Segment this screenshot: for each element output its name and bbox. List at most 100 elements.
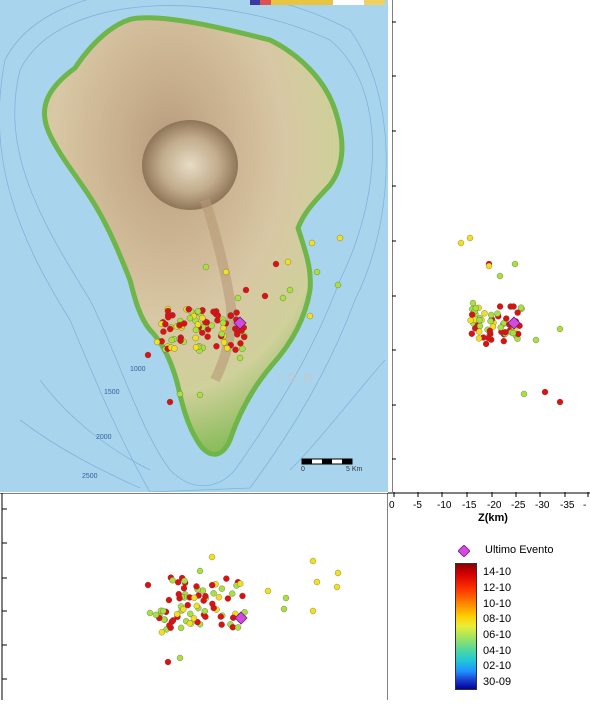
epicenter-dot xyxy=(208,322,215,329)
epicenter-dot xyxy=(336,234,344,242)
epicenter-dot xyxy=(541,388,549,396)
depth-profile-right xyxy=(391,0,590,492)
epicenter-dot xyxy=(224,595,232,602)
epicenter-dot xyxy=(467,317,474,324)
epicenter-dot xyxy=(190,615,197,622)
epicenter-dot xyxy=(166,398,174,406)
epicenter-dot xyxy=(261,292,269,300)
epicenter-dot xyxy=(202,613,209,620)
epicenter-dot xyxy=(515,330,522,338)
epicenter-dot xyxy=(237,340,244,347)
epicenter-dot xyxy=(160,607,167,615)
epicenter-dot xyxy=(556,398,564,406)
epicenter-dot xyxy=(220,339,228,346)
epicenter-dot xyxy=(169,577,176,584)
epicenter-dot xyxy=(169,617,177,624)
epicenter-dot xyxy=(486,327,494,335)
epicenter-dot xyxy=(514,309,521,316)
z-axis-tick-label: -20 xyxy=(487,500,502,511)
epicenter-dot xyxy=(193,583,200,590)
epicenter-dot xyxy=(194,618,201,626)
epicenter-dot xyxy=(481,310,488,317)
epicenter-dot xyxy=(475,335,483,342)
z-axis-label: Z(km) xyxy=(478,512,508,524)
cross-section-ticks xyxy=(2,508,7,680)
epicenter-dot xyxy=(146,609,154,617)
epicenter-dot xyxy=(173,611,181,618)
epicenter-dot xyxy=(334,569,342,577)
epicenter-dot xyxy=(509,329,517,337)
epicenter-dot xyxy=(497,324,504,331)
epicenter-dot xyxy=(309,557,317,565)
island-coast xyxy=(41,15,345,457)
epicenter-dot xyxy=(227,312,234,319)
epicenter-dot xyxy=(242,286,250,294)
epicenter-dot xyxy=(476,317,483,324)
epicenter-dot xyxy=(239,345,246,352)
legend-date: 08-10 xyxy=(483,613,512,625)
depth-profile-bottom xyxy=(0,492,389,700)
epicenter-dot xyxy=(511,260,519,268)
legend-title: Ultimo Evento xyxy=(485,544,554,556)
epicenter-dot xyxy=(213,343,220,350)
epicenter-dot xyxy=(176,390,184,398)
depth-epicenters xyxy=(457,234,564,406)
epicenter-dot xyxy=(556,325,564,333)
z-axis-tick-label: 0 xyxy=(389,500,395,511)
epicenter-dot xyxy=(308,239,316,247)
legend-date: 10-10 xyxy=(483,598,512,610)
epicenter-dot xyxy=(144,581,152,589)
epicenter-dot xyxy=(286,286,294,294)
epicenter-dot xyxy=(160,328,167,335)
epicenter-dot xyxy=(223,345,231,352)
epicenter-dot xyxy=(510,303,517,310)
z-axis-tick-label: -15 xyxy=(462,500,477,511)
epicenter-dot xyxy=(500,338,507,345)
epicenter-dot xyxy=(488,311,495,319)
legend-date: 06-10 xyxy=(483,629,512,641)
epicenter-dot xyxy=(186,620,194,627)
epicenter-dot xyxy=(234,331,241,338)
epicenter-dot xyxy=(280,605,288,613)
epicenter-dot xyxy=(264,587,272,595)
epicenter-dot xyxy=(217,613,224,620)
epicenter-dot xyxy=(232,346,239,353)
caldera xyxy=(142,120,238,210)
seismicity-map: IGN 1000 1500 2000 2500 0 5 Km xyxy=(0,0,388,492)
epicenter-dot xyxy=(199,587,207,594)
epicenter-dot xyxy=(215,594,223,601)
epicenter-dot xyxy=(196,567,204,575)
contour-label: 1000 xyxy=(130,366,146,373)
epicenter-dot xyxy=(485,262,493,270)
epicenter-dot xyxy=(218,330,225,338)
epicenter-dot xyxy=(466,234,474,242)
epicenter-dot xyxy=(241,333,248,341)
epicenter-dot xyxy=(218,621,225,628)
epicenter-dot xyxy=(222,268,230,276)
legend-date: 30-09 xyxy=(483,676,512,688)
epicenter-dot xyxy=(204,333,211,340)
epicenter-dot xyxy=(180,585,188,592)
epicenter-dot xyxy=(482,340,490,347)
epicenter-dot xyxy=(177,624,185,632)
scale-label-zero: 0 xyxy=(301,466,305,473)
epicenter-dot xyxy=(194,308,202,315)
epicenter-dot xyxy=(313,268,321,276)
epicenter-dot xyxy=(184,601,191,609)
z-axis-ticks xyxy=(393,492,589,497)
latest-event-marker xyxy=(234,611,248,625)
epicenter-dot xyxy=(223,575,230,582)
z-axis-tick-label: -5 xyxy=(413,500,422,511)
epicenter-dot xyxy=(496,272,504,280)
z-axis-tick-label: -25 xyxy=(511,500,526,511)
epicenter-dot xyxy=(166,622,173,629)
epicenter-dot xyxy=(194,321,202,328)
z-axis-tick-label: -30 xyxy=(535,500,550,511)
epicenter-dot xyxy=(520,390,528,398)
epicenter-dot xyxy=(210,590,217,597)
contour-label: 2500 xyxy=(82,473,98,480)
epicenter-dot xyxy=(457,239,465,247)
legend-date: 14-10 xyxy=(483,566,512,578)
contour-label: 2000 xyxy=(96,434,112,441)
epicenter-dot xyxy=(196,391,204,399)
